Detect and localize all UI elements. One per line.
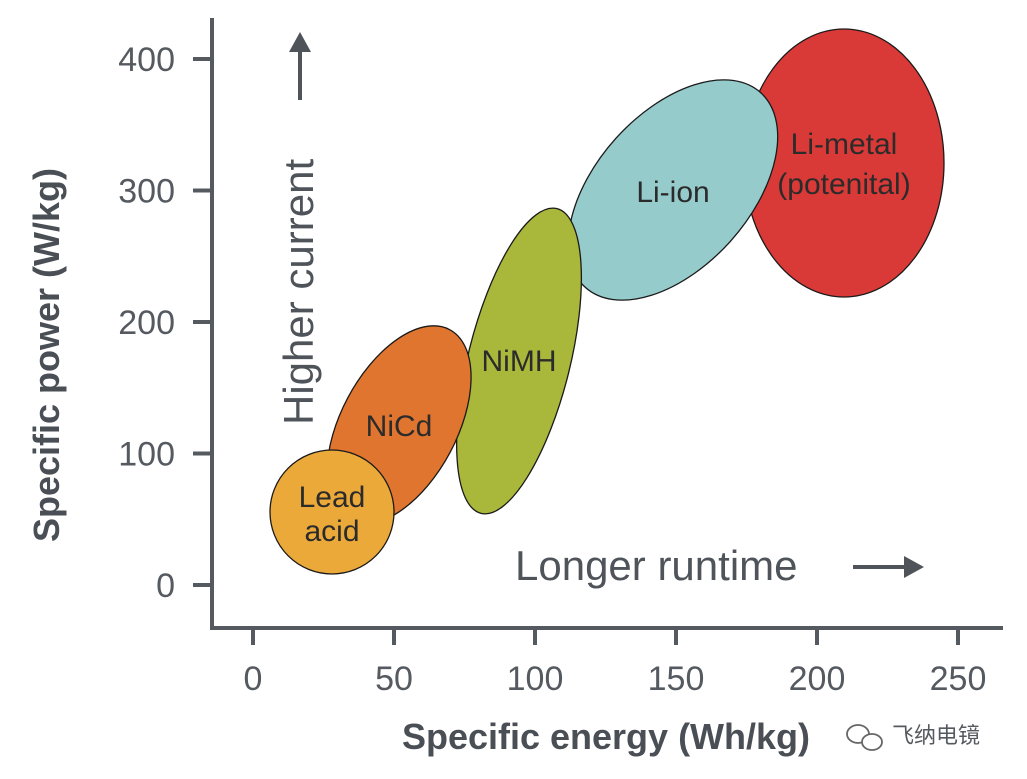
y-axis-title: Specific power (W/kg) bbox=[26, 168, 67, 542]
x-axis-title: Specific energy (Wh/kg) bbox=[402, 716, 810, 757]
x-tick-label: 50 bbox=[375, 660, 413, 698]
y-tick-label: 300 bbox=[118, 173, 175, 211]
x-tick-label: 0 bbox=[244, 660, 263, 698]
annotation-longer-runtime: Longer runtime bbox=[515, 542, 798, 589]
region-li-ion bbox=[567, 79, 779, 301]
arrow-right-icon bbox=[853, 556, 924, 578]
label-nicd: NiCd bbox=[366, 410, 433, 443]
label-li-metal-line2: (potenital) bbox=[777, 168, 910, 201]
y-tick-label: 100 bbox=[118, 436, 175, 474]
y-tick-label: 200 bbox=[118, 304, 175, 342]
wechat-icon bbox=[846, 724, 883, 751]
x-tick-label: 100 bbox=[507, 660, 564, 698]
label-li-metal-line1: Li-metal bbox=[791, 128, 898, 161]
technology-regions bbox=[269, 28, 945, 575]
x-ticks: 0 50 100 150 200 250 bbox=[244, 628, 987, 698]
annotation-higher-current: Higher current bbox=[275, 159, 322, 425]
label-lead-acid-line1: Lead bbox=[299, 481, 366, 514]
label-nimh: NiMH bbox=[482, 345, 557, 378]
y-ticks: 0 100 200 300 400 bbox=[118, 41, 212, 605]
label-li-ion: Li-ion bbox=[636, 176, 709, 209]
x-tick-label: 250 bbox=[930, 660, 987, 698]
y-tick-label: 0 bbox=[156, 567, 175, 605]
arrow-up-icon bbox=[289, 32, 311, 100]
y-tick-label: 400 bbox=[118, 41, 175, 79]
region-lead-acid bbox=[269, 449, 395, 575]
label-lead-acid-line2: acid bbox=[304, 515, 359, 548]
x-tick-label: 200 bbox=[789, 660, 846, 698]
region-nimh bbox=[455, 207, 583, 515]
watermark-text: 飞纳电镜 bbox=[892, 724, 980, 749]
x-tick-label: 150 bbox=[648, 660, 705, 698]
